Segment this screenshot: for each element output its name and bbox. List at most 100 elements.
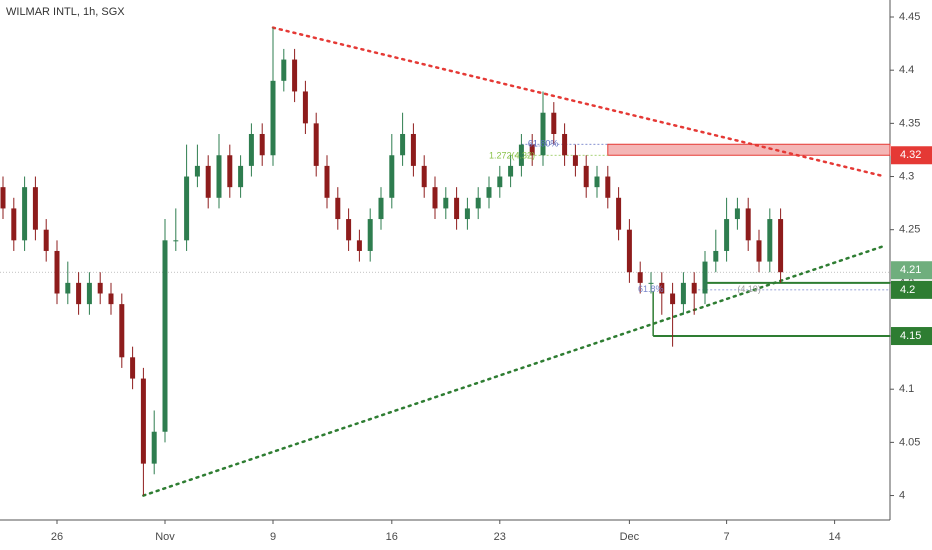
candle-body (0, 187, 6, 209)
candle-body (626, 229, 632, 273)
candle-body (745, 208, 751, 241)
resistance-zone (607, 143, 891, 156)
candle-body (518, 144, 524, 166)
candle-body (270, 80, 276, 156)
y-tick-label: 4.45 (899, 11, 920, 23)
candle-body (616, 197, 622, 230)
candle-body (497, 176, 503, 188)
candle-body (410, 133, 416, 166)
candle-body (713, 250, 719, 262)
candle-body (605, 176, 611, 198)
candle-body (227, 155, 233, 188)
y-tick-label: 4.4 (899, 64, 914, 76)
candle-body (367, 219, 373, 251)
candle-body (184, 176, 190, 241)
x-tick-label: 23 (494, 531, 506, 543)
candle-body (508, 165, 514, 177)
x-tick-label: Dec (620, 531, 640, 543)
candle-body (432, 187, 438, 209)
candle-body (324, 165, 330, 198)
y-tick-label: 4.1 (899, 383, 914, 395)
candle-body (194, 165, 200, 177)
x-tick-label: 26 (51, 531, 63, 543)
candle-body (151, 431, 157, 464)
candle-body (140, 378, 146, 464)
x-tick-label: 9 (270, 531, 276, 543)
x-tick-label: 16 (386, 531, 398, 543)
candle-body (648, 282, 654, 284)
y-tick-label: 4.35 (899, 117, 920, 129)
candle-body (97, 282, 103, 294)
candle-body (389, 155, 395, 198)
price-label: 4.32 (900, 149, 921, 161)
y-tick-label: 4.05 (899, 436, 920, 448)
candle-body (281, 59, 287, 81)
price-label-box (891, 146, 932, 165)
candle-body (637, 272, 643, 283)
candle-body (162, 240, 168, 432)
candle-body (205, 165, 211, 198)
y-tick-label: 4.25 (899, 224, 920, 236)
candle-body (443, 197, 449, 209)
candle-body (734, 208, 740, 220)
candle-body (54, 250, 60, 294)
candle-body (22, 187, 28, 241)
fib-label: 1.272(4.32) (489, 151, 535, 161)
candle-body (32, 187, 38, 230)
candle-body (540, 112, 546, 156)
candle-body (400, 133, 406, 156)
price-label-box (891, 261, 932, 280)
price-label: 4.2 (900, 284, 915, 296)
price-label-box (891, 280, 932, 299)
candle-body (335, 197, 341, 220)
candle-body (562, 133, 568, 156)
candle-body (378, 197, 384, 220)
x-tick-label: 7 (724, 531, 730, 543)
candle-body (108, 293, 114, 305)
candle-body (454, 197, 460, 220)
price-label: 4.15 (900, 330, 921, 342)
candle-body (302, 91, 308, 124)
candle-body (259, 133, 265, 156)
fib-label: 61.80% (528, 139, 559, 149)
candle-body (130, 357, 136, 379)
y-tick-label: 4.3 (899, 170, 914, 182)
candle-body (702, 261, 708, 294)
x-tick-label: 14 (828, 531, 840, 543)
support-trendline (142, 244, 887, 497)
price-label: 4.21 (900, 264, 921, 276)
candle-body (76, 282, 82, 305)
candle-body (346, 219, 352, 241)
candle-body (767, 219, 773, 262)
chart-title: WILMAR INTL, 1h, SGX (6, 6, 125, 18)
candle-body (583, 165, 589, 188)
candle-body (551, 112, 557, 134)
candle-body (659, 282, 665, 294)
candle-body (356, 240, 362, 251)
candle-body (486, 187, 492, 198)
candle-body (248, 133, 254, 166)
candle-body (594, 176, 600, 188)
candle-body (238, 165, 244, 188)
candle-body (778, 219, 784, 273)
x-tick-label: Nov (155, 531, 175, 543)
candle-body (756, 240, 762, 262)
fib-label: 61.8% (638, 284, 664, 294)
candle-body (119, 304, 125, 358)
candle-body (292, 59, 298, 92)
candle-body (475, 197, 481, 209)
candle-body (421, 165, 427, 188)
candle-body (529, 144, 535, 156)
candle-body (216, 155, 222, 198)
candle-body (670, 293, 676, 305)
candle-body (313, 123, 319, 166)
candle-body (11, 208, 17, 241)
fib-label: (4.19) (737, 284, 761, 294)
candle-body (680, 282, 686, 305)
candle-body (572, 155, 578, 166)
resistance-trendline (271, 26, 887, 178)
candle-body (691, 282, 697, 294)
candle-body (724, 219, 730, 251)
